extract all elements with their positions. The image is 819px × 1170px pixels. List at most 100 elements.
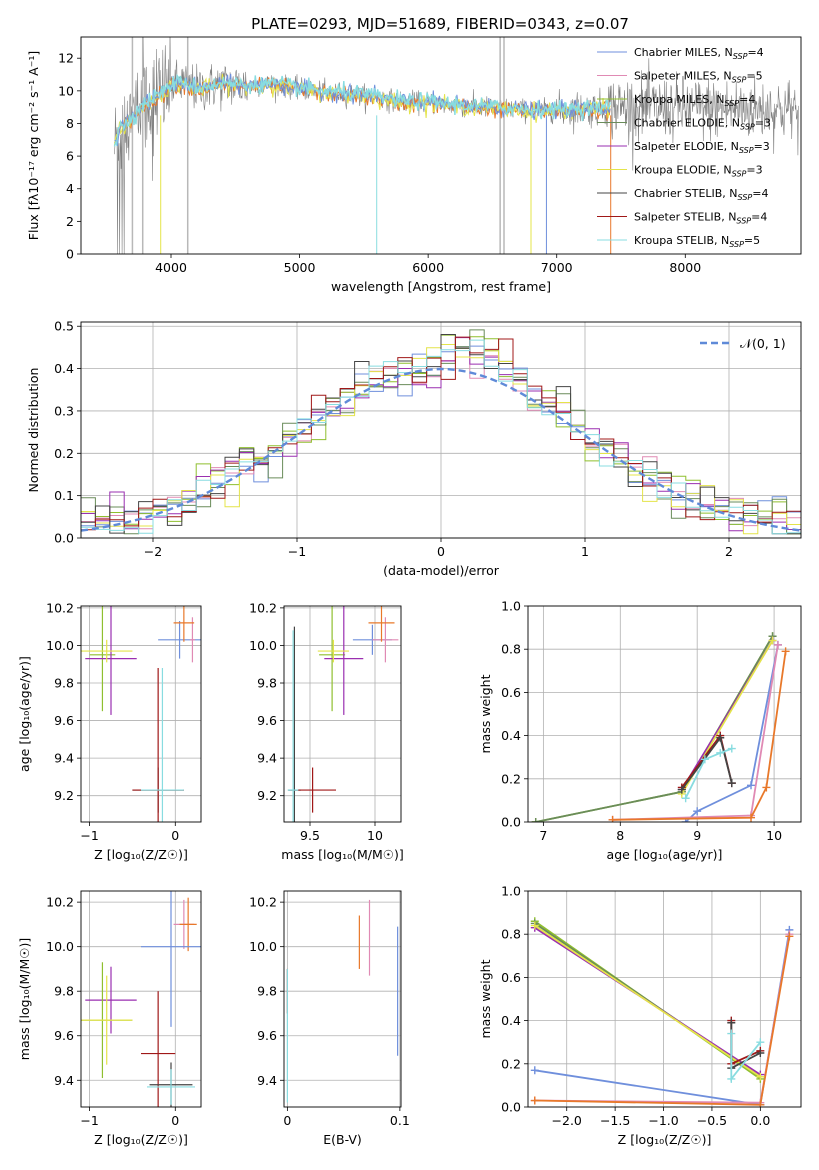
- y-tick-label: 6: [66, 149, 74, 164]
- weight-line: [534, 924, 761, 1078]
- legend-text: Chabrier ELODIE, N: [634, 117, 740, 130]
- x-tick-label: 9: [693, 828, 701, 843]
- y-tick-label: 0.2: [54, 446, 74, 461]
- weight-marker: [768, 636, 777, 645]
- axes-frame: [80, 605, 202, 823]
- legend-text: Chabrier STELIB, N: [634, 187, 738, 200]
- legend-text: Chabrier MILES, N: [634, 46, 733, 59]
- y-axis-label: age [log₁₀(age/yr)]: [17, 656, 32, 772]
- y-tick-label: 0.6: [501, 685, 521, 700]
- weight-marker: [762, 783, 771, 792]
- y-tick-label: 1.0: [501, 884, 521, 899]
- plot-area: [81, 606, 201, 822]
- legend-label: Chabrier ELODIE, NSSP=3: [634, 117, 771, 132]
- weight-marker: [727, 744, 736, 753]
- y-axis-label: mass weight: [478, 959, 493, 1038]
- x-tick-label: −2: [144, 544, 162, 559]
- weight-marker: [781, 647, 790, 656]
- x-tick-label: −1.5: [600, 1113, 630, 1128]
- y-tick-label: 9.4: [54, 751, 74, 766]
- legend-label: Kroupa MILES, NSSP=4: [634, 93, 755, 108]
- x-axis-label: wavelength [Angstrom, rest frame]: [331, 279, 551, 294]
- x-tick-label: 4000: [155, 260, 187, 275]
- weight-marker: [531, 818, 540, 822]
- y-tick-label: 10.0: [46, 638, 74, 653]
- axes-mass-EBV: 0 0.1 9.4 9.6 9.8 10.0 10.2 E(B-V): [249, 890, 410, 1147]
- x-tick-label: 0: [437, 544, 445, 559]
- legend-text: Kroupa STELIB, N: [634, 234, 729, 247]
- legend-tail: =4: [739, 93, 755, 106]
- plot-area: [530, 917, 794, 1107]
- x-tick-label: 7: [539, 828, 547, 843]
- legend-sub: SSP: [738, 193, 753, 202]
- x-tick-label: −1: [288, 544, 306, 559]
- legend-text: Kroupa ELODIE, N: [634, 164, 732, 177]
- x-tick-label: 2: [725, 544, 733, 559]
- axes-frame: [283, 605, 402, 823]
- model-spectrum: [113, 73, 611, 147]
- legend-label: 𝒩(0, 1): [740, 336, 786, 351]
- y-tick-label: 0.4: [54, 361, 74, 376]
- plot-area: [287, 606, 399, 822]
- y-tick-label: 10.0: [249, 939, 277, 954]
- legend-sub: SSP: [732, 170, 747, 179]
- y-tick-label: 10.0: [249, 638, 277, 653]
- legend-text: Salpeter ELODIE, N: [634, 140, 739, 153]
- weight-marker: [773, 640, 782, 649]
- legend-label: Kroupa ELODIE, NSSP=3: [634, 164, 763, 179]
- axes-frame: [527, 605, 802, 823]
- weight-marker: [756, 1100, 765, 1107]
- weight-marker: [530, 1066, 539, 1075]
- legend-label: Chabrier MILES, NSSP=4: [634, 46, 764, 61]
- y-tick-label: 9.2: [54, 788, 74, 803]
- y-axis-label: Normed distribution: [26, 368, 41, 493]
- axes-frame: [80, 890, 202, 1108]
- weight-marker: [693, 807, 702, 816]
- y-tick-label: 9.6: [54, 1028, 74, 1043]
- x-axis-label: mass [log₁₀(M/M☉)]: [281, 847, 403, 862]
- y-tick-label: 9.8: [257, 984, 277, 999]
- figure-title: PLATE=0293, MJD=51689, FIBERID=0343, z=0…: [251, 15, 629, 33]
- y-tick-label: 9.8: [54, 984, 74, 999]
- model-spectrum: [113, 73, 611, 146]
- normal-curve: [81, 367, 801, 532]
- axes-age-mass: 9.5 10 9.2 9.4 9.6 9.8 10.0 10.2 mass [log₁₀(M/M…: [249, 600, 404, 862]
- legend-tail: =3: [754, 140, 770, 153]
- x-tick-label: −1.0: [648, 1113, 678, 1128]
- y-axis-label: Flux [fλ10⁻¹⁷ erg cm⁻² s⁻¹ A⁻¹]: [26, 51, 41, 240]
- weight-marker: [747, 781, 756, 790]
- legend-text: Salpeter MILES, N: [634, 70, 732, 83]
- weight-marker: [530, 1096, 539, 1105]
- y-tick-label: 0.4: [501, 728, 521, 743]
- legend-sub: SSP: [736, 217, 751, 226]
- x-tick-label: −0.5: [697, 1113, 727, 1128]
- y-tick-label: 0.8: [501, 642, 521, 657]
- axes-spectrum: 4000 5000 6000 7000 8000 0 2 4 6 8 10 12 wavelength …: [26, 36, 802, 294]
- x-tick-label: 7000: [541, 260, 573, 275]
- x-axis-label: Z [log₁₀(Z/Z☉)]: [94, 1132, 188, 1147]
- x-tick-label: −1: [80, 1113, 98, 1128]
- y-tick-label: 0.4: [501, 1013, 521, 1028]
- axes-frame: [283, 890, 402, 1108]
- weight-marker: [700, 755, 709, 764]
- weight-marker: [747, 813, 756, 822]
- x-tick-label: −2.0: [552, 1113, 582, 1128]
- y-tick-label: 0.0: [54, 531, 74, 546]
- weight-line: [534, 929, 791, 1106]
- y-tick-label: 0.0: [501, 815, 521, 830]
- y-tick-label: 4: [66, 181, 74, 196]
- legend-text: Kroupa MILES, N: [634, 93, 724, 106]
- legend-tail: =4: [747, 46, 763, 59]
- legend-label: Salpeter MILES, NSSP=5: [634, 70, 763, 85]
- weight-marker: [716, 733, 725, 742]
- x-axis-label: Z [log₁₀(Z/Z☉)]: [94, 847, 188, 862]
- weight-marker: [716, 748, 725, 757]
- weight-marker: [727, 1029, 736, 1038]
- x-axis-label: (data-model)/error: [383, 563, 500, 578]
- y-axis-label: mass [log₁₀(M/M☉)]: [17, 938, 32, 1060]
- y-tick-label: 10.2: [46, 600, 74, 615]
- y-tick-label: 10.2: [46, 895, 74, 910]
- weight-marker: [530, 921, 539, 930]
- legend-label: Salpeter STELIB, NSSP=4: [634, 211, 767, 226]
